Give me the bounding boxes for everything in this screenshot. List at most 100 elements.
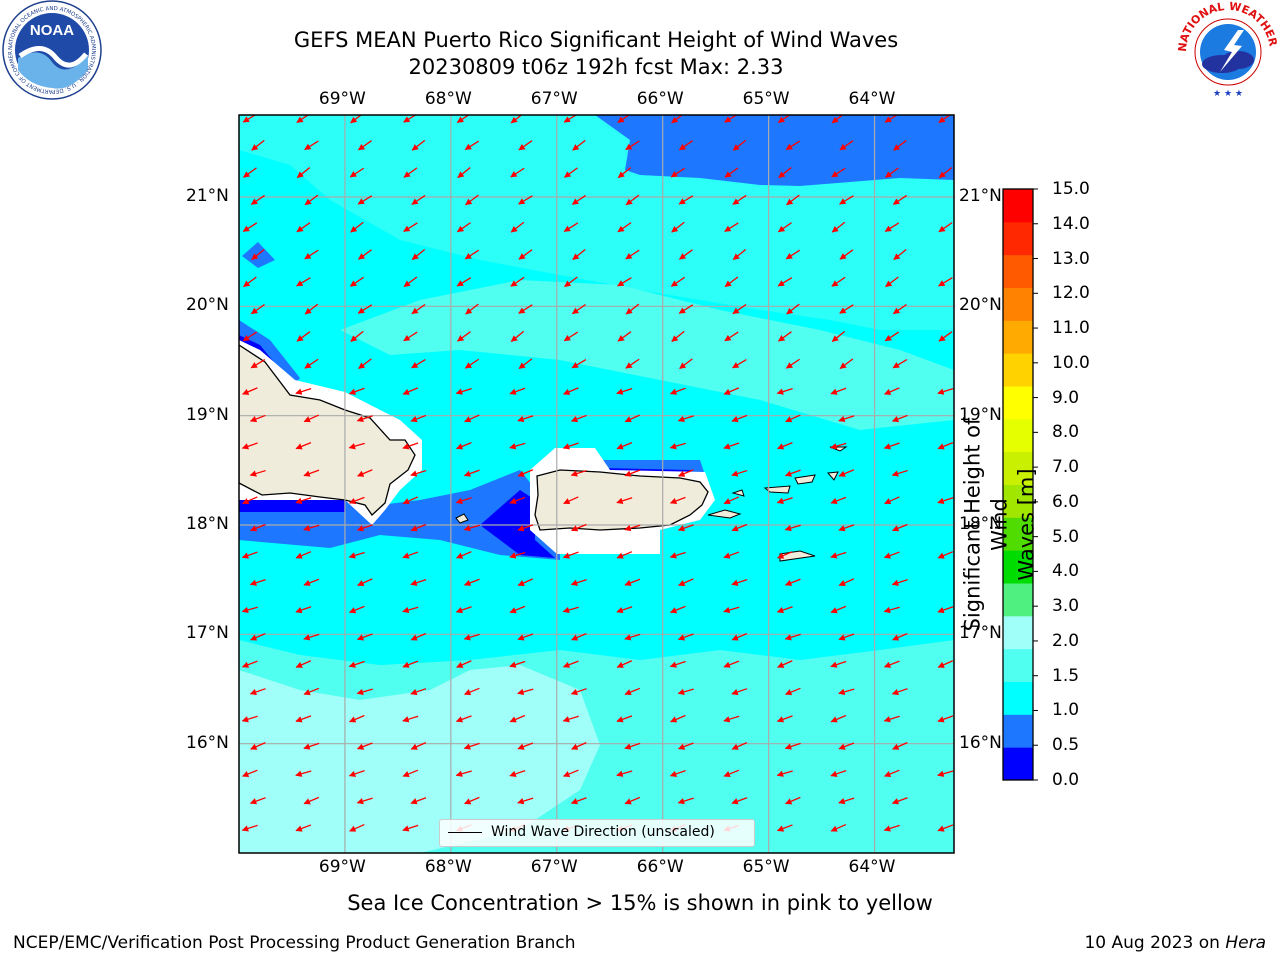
wind-wave-arrow bbox=[937, 442, 954, 450]
wind-wave-arrow bbox=[303, 578, 320, 586]
wind-wave-arrow bbox=[243, 167, 257, 178]
wind-wave-arrow bbox=[303, 469, 320, 477]
colorbar bbox=[1002, 188, 1038, 781]
wind-wave-arrow bbox=[456, 660, 472, 668]
colorbar-tick-label: 1.0 bbox=[1052, 700, 1080, 721]
wind-wave-arrow bbox=[242, 331, 258, 342]
wind-wave-arrow bbox=[776, 606, 793, 614]
wind-wave-arrow bbox=[723, 551, 740, 559]
wind-wave-arrow bbox=[402, 496, 419, 505]
chart-title: GEFS MEAN Puerto Rico Significant Height… bbox=[293, 28, 899, 52]
wind-wave-arrow bbox=[348, 605, 365, 614]
wind-wave-arrow bbox=[777, 660, 793, 668]
colorbar-segment bbox=[1003, 714, 1033, 748]
wind-wave-arrow bbox=[463, 633, 480, 641]
colorbar-tick-label: 14.0 bbox=[1052, 213, 1090, 234]
wind-wave-arrow bbox=[678, 304, 694, 314]
wind-wave-arrow bbox=[295, 388, 312, 395]
graticule bbox=[239, 115, 954, 853]
wind-wave-arrow bbox=[891, 688, 908, 696]
wind-wave-arrow bbox=[562, 442, 579, 450]
wind-wave-arrow bbox=[732, 139, 747, 151]
wind-wave-arrow bbox=[624, 633, 641, 641]
wind-wave-arrow bbox=[616, 770, 633, 777]
wind-wave-arrow bbox=[349, 823, 365, 832]
colorbar-segment bbox=[1003, 254, 1033, 288]
wind-wave-arrow bbox=[517, 742, 534, 750]
wind-wave-arrow bbox=[778, 167, 792, 179]
wind-wave-arrow bbox=[570, 579, 587, 586]
wind-wave-arrow bbox=[455, 442, 472, 450]
wind-wave-arrow bbox=[830, 387, 847, 395]
wind-wave-arrow bbox=[249, 688, 266, 696]
wind-wave-arrow bbox=[731, 632, 748, 641]
wind-wave-arrow bbox=[403, 222, 418, 232]
wind-wave-arrow bbox=[509, 496, 526, 505]
wind-wave-arrow bbox=[348, 496, 365, 505]
wind-wave-arrow bbox=[617, 331, 632, 342]
wind-wave-arrow bbox=[455, 388, 472, 395]
wind-wave-arrow bbox=[838, 578, 855, 586]
wind-wave-arrow bbox=[678, 578, 694, 586]
wind-wave-arrow bbox=[464, 414, 480, 423]
wind-wave-arrow bbox=[830, 714, 847, 723]
wind-wave-arrow bbox=[241, 824, 258, 832]
wind-wave-arrow bbox=[831, 276, 846, 287]
wind-wave-arrow bbox=[892, 303, 907, 315]
colorbar-segment bbox=[1003, 221, 1033, 256]
wind-wave-arrow bbox=[784, 687, 801, 696]
wind-wave-arrow bbox=[463, 742, 480, 750]
wind-wave-arrow bbox=[723, 769, 740, 778]
colorbar-tick-label: 7.0 bbox=[1052, 457, 1080, 478]
wind-wave-arrow bbox=[509, 605, 526, 614]
colorbar-segment bbox=[1003, 484, 1033, 518]
wind-wave-arrow bbox=[296, 222, 311, 233]
wind-wave-arrow bbox=[563, 387, 579, 395]
colorbar-label: Significant Height of Wind Waves [m] bbox=[960, 417, 1039, 632]
wind-wave-arrow bbox=[616, 551, 633, 559]
lat-right-tick: 17°N bbox=[959, 623, 1002, 644]
wind-wave-arrow bbox=[572, 139, 586, 151]
wind-wave-arrow bbox=[510, 276, 525, 287]
wind-wave-arrow bbox=[778, 331, 792, 342]
wind-wave-arrow bbox=[670, 714, 686, 723]
wind-wave-arrow bbox=[518, 304, 533, 314]
wind-wave-arrow bbox=[348, 769, 365, 777]
wind-wave-arrow bbox=[509, 387, 526, 395]
wind-wave-arrow bbox=[249, 579, 266, 586]
wind-wave-arrow bbox=[563, 222, 579, 232]
wind-wave-arrow bbox=[839, 304, 854, 314]
colorbar-segment bbox=[1003, 320, 1033, 354]
wind-wave-arrow bbox=[839, 358, 854, 370]
wind-wave-arrow bbox=[883, 442, 900, 450]
wind-wave-arrow bbox=[356, 633, 373, 641]
wind-wave-arrow bbox=[348, 551, 365, 559]
wind-wave-arrow bbox=[402, 715, 419, 723]
wind-wave-arrow bbox=[671, 330, 685, 342]
wind-wave-arrow bbox=[349, 714, 365, 723]
lon-top-tick: 64°W bbox=[848, 89, 896, 109]
wind-wave-arrow bbox=[892, 359, 908, 369]
wind-wave-arrow bbox=[616, 497, 633, 504]
wind-wave-arrow bbox=[402, 660, 419, 668]
wind-wave-arrow bbox=[251, 139, 265, 151]
wind-wave-arrow bbox=[304, 140, 319, 151]
wind-wave-arrow bbox=[296, 277, 311, 287]
lat-right-tick: 16°N bbox=[959, 732, 1002, 753]
wind-wave-arrow bbox=[410, 632, 427, 641]
lat-right-tick: 18°N bbox=[959, 514, 1002, 534]
lat-left-tick: 20°N bbox=[186, 295, 229, 316]
wind-wave-arrow bbox=[892, 632, 908, 641]
wind-wave-arrow bbox=[517, 633, 534, 641]
wind-wave-arrow bbox=[776, 442, 793, 450]
wind-wave-arrow bbox=[776, 497, 793, 504]
wind-wave-arrow bbox=[937, 770, 954, 777]
wind-wave-arrow bbox=[358, 358, 372, 370]
wind-wave-arrow bbox=[831, 221, 846, 233]
wind-wave-arrow bbox=[937, 497, 954, 504]
wind-wave-arrow bbox=[938, 222, 953, 233]
colorbar-segment bbox=[1003, 386, 1033, 420]
colorbar-segment bbox=[1003, 418, 1033, 453]
wind-wave-arrow bbox=[677, 633, 694, 641]
wind-wave-arrow bbox=[892, 742, 908, 750]
